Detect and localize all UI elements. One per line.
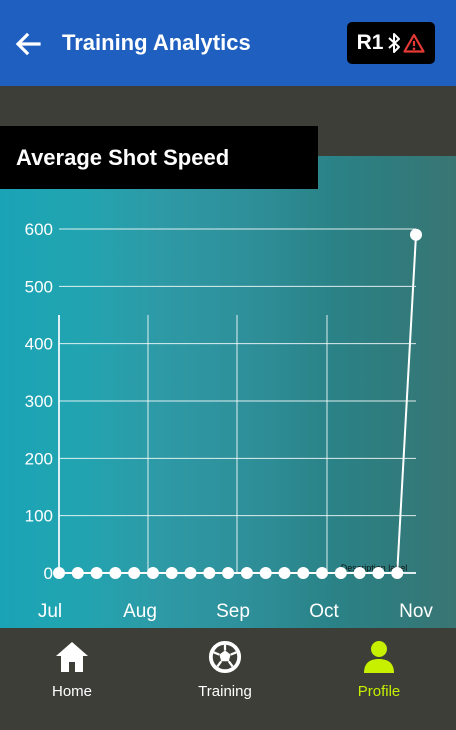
chart-background [0, 156, 456, 628]
x-tick-label: Sep [216, 601, 250, 622]
y-tick-label: 0 [44, 564, 53, 583]
data-point[interactable] [240, 567, 253, 579]
nav-profile[interactable]: Profile [319, 640, 439, 700]
y-tick-label: 100 [25, 507, 53, 526]
y-tick-label: 300 [25, 392, 53, 411]
page-title: Training Analytics [62, 30, 251, 55]
nav-training[interactable]: Training [165, 640, 285, 700]
data-point[interactable] [71, 567, 84, 579]
app-bar: Training Analytics R1 [0, 0, 456, 86]
x-tick-label: Aug [123, 601, 157, 622]
data-point[interactable] [297, 567, 310, 579]
data-point[interactable] [391, 567, 404, 579]
warning-triangle-icon [403, 33, 426, 53]
nav-training-label: Training [198, 683, 252, 700]
y-tick-label: 600 [25, 220, 53, 239]
data-point[interactable] [410, 228, 422, 241]
nav-home-label: Home [51, 683, 92, 700]
arrow-left-icon [15, 32, 41, 56]
data-point[interactable] [184, 567, 197, 579]
chart-title: Average Shot Speed [16, 144, 230, 170]
data-point[interactable] [109, 567, 122, 579]
data-point[interactable] [222, 567, 235, 579]
device-label: R1 [356, 31, 384, 54]
profile-icon [364, 641, 394, 673]
analytics-content[interactable]: Average Shot Speed 0 100 200 300 400 500 600 Ju… [0, 86, 456, 628]
data-point[interactable] [278, 567, 291, 579]
chart-annotation: Description label [341, 563, 408, 573]
bluetooth-icon [388, 33, 401, 53]
data-point[interactable] [203, 567, 216, 579]
device-status-badge[interactable]: R1 [347, 22, 435, 64]
nav-profile-label: Profile [357, 683, 401, 700]
data-point[interactable] [259, 567, 272, 579]
shot-speed-chart: 0 100 200 300 400 500 600 Jul Aug Sep Oct Nov Descr… [25, 220, 434, 622]
data-point[interactable] [316, 567, 329, 579]
data-point[interactable] [165, 567, 178, 579]
y-tick-label: 400 [25, 335, 53, 354]
nav-home[interactable]: Home [12, 640, 132, 700]
y-tick-label: 200 [25, 449, 53, 468]
back-button[interactable] [12, 28, 44, 60]
data-point[interactable] [146, 567, 159, 579]
home-icon [56, 642, 88, 672]
x-tick-label: Oct [309, 601, 339, 622]
soccer-ball-icon [208, 640, 242, 674]
y-tick-label: 500 [25, 277, 53, 296]
data-point[interactable] [53, 567, 65, 579]
data-point[interactable] [353, 567, 366, 579]
bottom-navigation: Home Training Profile [0, 628, 456, 730]
data-point[interactable] [90, 567, 103, 579]
x-tick-label: Nov [399, 601, 433, 622]
data-point[interactable] [128, 567, 141, 579]
x-tick-label: Jul [38, 601, 62, 622]
chart-header: Average Shot Speed [0, 126, 318, 189]
data-point[interactable] [372, 567, 385, 579]
data-point[interactable] [334, 567, 347, 579]
